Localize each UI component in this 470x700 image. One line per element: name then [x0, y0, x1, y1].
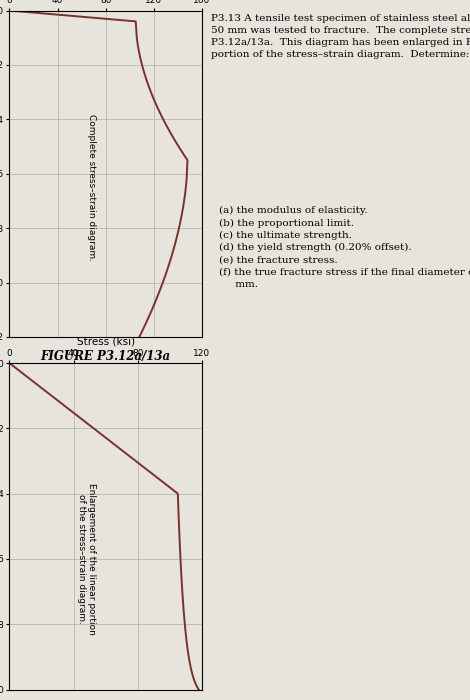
X-axis label: Stress (ksi): Stress (ksi) — [77, 336, 135, 346]
Text: (a) the modulus of elasticity.
(b) the proportional limit.
(c) the ultimate stre: (a) the modulus of elasticity. (b) the p… — [219, 206, 470, 289]
Text: P3.13 A tensile test specimen of stainless steel alloy having a diameter of 12.6: P3.13 A tensile test specimen of stainle… — [211, 14, 470, 60]
Text: FIGURE P3.12a/13a: FIGURE P3.12a/13a — [40, 350, 171, 363]
Text: Complete stress–strain diagram.: Complete stress–strain diagram. — [86, 114, 96, 261]
Text: Enlargement of the linear portion
of the stress–strain diagram.: Enlargement of the linear portion of the… — [77, 483, 96, 635]
